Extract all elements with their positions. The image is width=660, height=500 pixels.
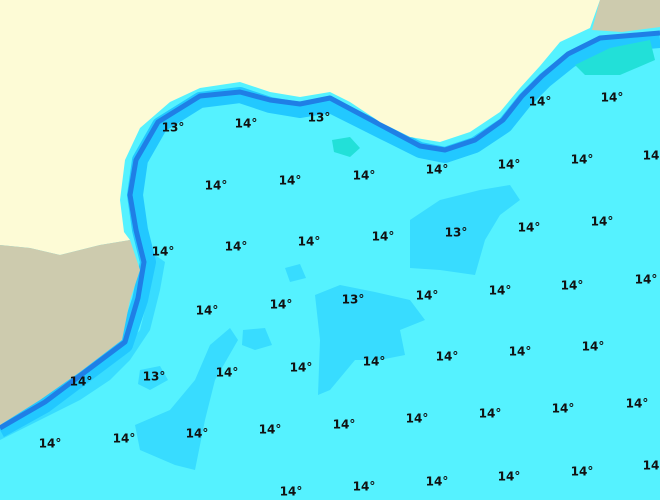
temperature-label: 14° — [643, 149, 660, 163]
temperature-label: 14° — [353, 169, 376, 183]
temperature-label: 14° — [70, 375, 93, 389]
temperature-label: 14° — [259, 423, 282, 437]
temperature-label: 13° — [308, 111, 331, 125]
temperature-label: 14° — [113, 432, 136, 446]
temperature-label: 14° — [498, 158, 521, 172]
temperature-label: 14° — [643, 459, 660, 473]
temperature-label: 14° — [363, 355, 386, 369]
temperature-label: 14° — [152, 245, 175, 259]
temperature-label: 14° — [205, 179, 228, 193]
temperature-label: 14° — [479, 407, 502, 421]
temperature-label: 14° — [280, 485, 303, 499]
temperature-label: 14° — [561, 279, 584, 293]
temperature-label: 14° — [39, 437, 62, 451]
temperature-label: 14° — [216, 366, 239, 380]
temperature-label: 13° — [143, 370, 166, 384]
temperature-label: 14° — [225, 240, 248, 254]
temperature-label: 14° — [529, 95, 552, 109]
temperature-label: 14° — [571, 153, 594, 167]
temperature-label: 14° — [626, 397, 649, 411]
land-neighbour — [592, 0, 660, 32]
temperature-label: 14° — [552, 402, 575, 416]
land-neighbour — [0, 240, 140, 425]
temperature-label: 14° — [416, 289, 439, 303]
temperature-label: 14° — [509, 345, 532, 359]
coastal-band — [0, 30, 660, 437]
temperature-label: 14° — [270, 298, 293, 312]
temperature-label: 14° — [635, 273, 658, 287]
temperature-label: 14° — [498, 470, 521, 484]
temperature-label: 14° — [235, 117, 258, 131]
temperature-label: 14° — [333, 418, 356, 432]
temperature-label: 14° — [436, 350, 459, 364]
temperature-label: 14° — [298, 235, 321, 249]
temperature-label: 13° — [342, 293, 365, 307]
temperature-label: 14° — [518, 221, 541, 235]
warm-patch — [332, 137, 360, 157]
temperature-label: 14° — [582, 340, 605, 354]
temperature-label: 13° — [445, 226, 468, 240]
land — [0, 0, 600, 255]
temperature-label: 14° — [196, 304, 219, 318]
temperature-label: 14° — [571, 465, 594, 479]
temperature-label: 14° — [406, 412, 429, 426]
temperature-label: 14° — [426, 475, 449, 489]
temperature-label: 14° — [279, 174, 302, 188]
temperature-label: 14° — [353, 480, 376, 494]
temperature-label: 14° — [290, 361, 313, 375]
warm-patch — [575, 40, 655, 75]
temperature-label: 14° — [186, 427, 209, 441]
temperature-label: 14° — [591, 215, 614, 229]
temperature-label: 13° — [162, 121, 185, 135]
temperature-label: 14° — [372, 230, 395, 244]
temperature-label: 14° — [426, 163, 449, 177]
temperature-label: 14° — [489, 284, 512, 298]
temperature-label: 14° — [601, 91, 624, 105]
